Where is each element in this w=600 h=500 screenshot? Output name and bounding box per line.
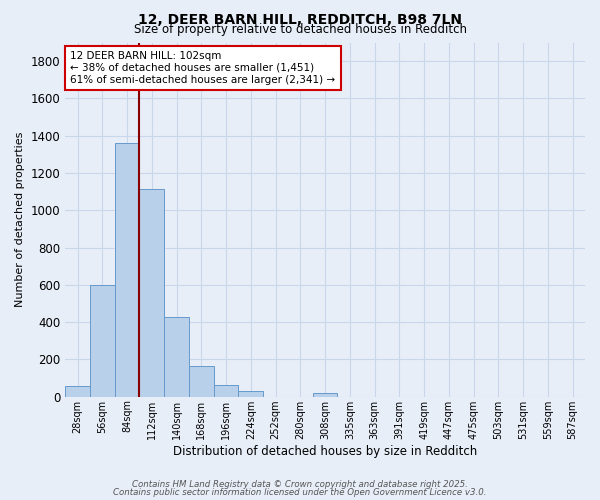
Bar xyxy=(139,189,164,396)
Text: Size of property relative to detached houses in Redditch: Size of property relative to detached ho… xyxy=(133,22,467,36)
Bar xyxy=(164,318,189,396)
Text: Contains public sector information licensed under the Open Government Licence v3: Contains public sector information licen… xyxy=(113,488,487,497)
X-axis label: Distribution of detached houses by size in Redditch: Distribution of detached houses by size … xyxy=(173,444,477,458)
Bar xyxy=(238,391,263,396)
Bar xyxy=(65,386,90,396)
Text: 12, DEER BARN HILL, REDDITCH, B98 7LN: 12, DEER BARN HILL, REDDITCH, B98 7LN xyxy=(138,12,462,26)
Text: 12 DEER BARN HILL: 102sqm
← 38% of detached houses are smaller (1,451)
61% of se: 12 DEER BARN HILL: 102sqm ← 38% of detac… xyxy=(70,52,335,84)
Bar xyxy=(214,384,238,396)
Text: Contains HM Land Registry data © Crown copyright and database right 2025.: Contains HM Land Registry data © Crown c… xyxy=(132,480,468,489)
Bar xyxy=(189,366,214,396)
Y-axis label: Number of detached properties: Number of detached properties xyxy=(15,132,25,308)
Bar xyxy=(313,393,337,396)
Bar xyxy=(90,285,115,397)
Bar xyxy=(115,143,139,397)
